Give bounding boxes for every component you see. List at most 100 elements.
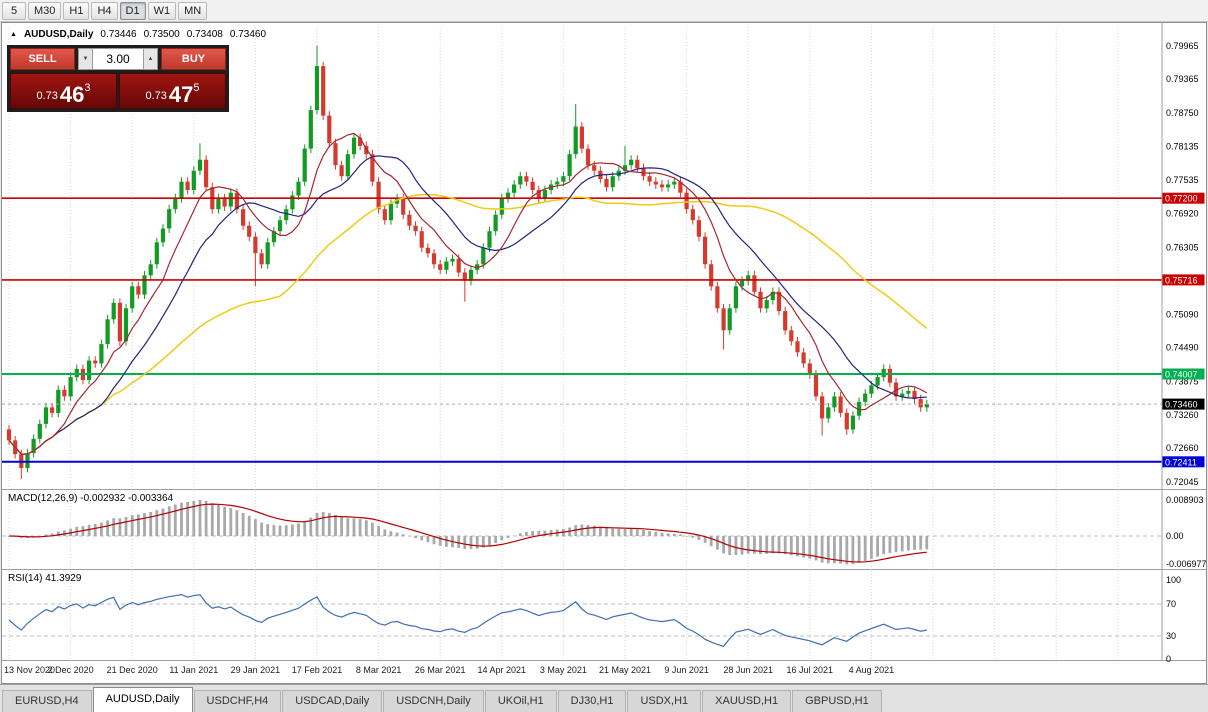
ma-line-45 (8, 193, 928, 455)
volume-input[interactable] (93, 48, 143, 70)
price-badge-0.72411: 0.72411 (1162, 456, 1205, 468)
svg-text:26 Mar 2021: 26 Mar 2021 (415, 665, 466, 675)
svg-text:21 May 2021: 21 May 2021 (599, 665, 651, 675)
price-badge-0.73460: 0.73460 (1162, 398, 1205, 410)
price-badge-0.77200: 0.77200 (1162, 192, 1205, 204)
svg-text:0.73460: 0.73460 (1165, 400, 1198, 410)
trade-controls-row: SELL ▼ ▲ BUY (10, 48, 226, 70)
chart-tab-bar: EURUSD,H4 AUDUSD,Daily USDCHF,H4 USDCAD,Dai… (0, 684, 1208, 712)
price-chart[interactable]: 0.79965 0.79365 0.78750 0.78135 0.77535 0.769… (2, 23, 1206, 683)
chart-tab-usdcad-daily[interactable]: USDCAD,Daily (282, 690, 383, 712)
ma-line-8 (8, 132, 928, 455)
sell-price-sup: 3 (84, 82, 91, 94)
timeframe-button-h1[interactable]: H1 (63, 1, 90, 20)
ohlc-close: 0.73460 (229, 29, 267, 40)
buy-button[interactable]: BUY (161, 48, 226, 70)
svg-text:11 Jan 2021: 11 Jan 2021 (169, 665, 218, 675)
svg-text:0.00: 0.00 (1166, 531, 1184, 541)
chart-window[interactable]: 0.79965 0.79365 0.78750 0.78135 0.77535 0.769… (1, 22, 1207, 684)
svg-text:0.74490: 0.74490 (1166, 342, 1199, 352)
svg-text:0.73260: 0.73260 (1166, 410, 1199, 420)
volume-decrease-button[interactable]: ▼ (78, 48, 93, 70)
svg-text:13 Nov 2020: 13 Nov 2020 (4, 665, 55, 675)
candlestick-series (6, 45, 929, 479)
svg-text:14 Apr 2021: 14 Apr 2021 (478, 665, 527, 675)
svg-text:0.77200: 0.77200 (1165, 194, 1198, 204)
volume-stepper: ▼ ▲ (78, 48, 158, 70)
macd-histogram (7, 500, 929, 565)
svg-text:0.78750: 0.78750 (1166, 108, 1199, 118)
one-click-trading-panel: SELL ▼ ▲ BUY 0.73 46 3 0.73 47 5 (7, 45, 229, 112)
chart-tab-audusd-daily[interactable]: AUDUSD,Daily (92, 687, 193, 712)
timeframe-button-h4[interactable]: H4 (91, 1, 118, 20)
svg-text:0.76920: 0.76920 (1166, 209, 1199, 219)
timeframe-button-w1[interactable]: W1 (147, 1, 177, 20)
svg-text:0: 0 (1166, 654, 1171, 664)
svg-text:0.79965: 0.79965 (1166, 41, 1199, 51)
timeframe-toolbar: 5 M30 H1 H4 D1 W1 MN (0, 0, 1208, 22)
svg-text:-0.006977: -0.006977 (1166, 559, 1206, 569)
buy-price-big: 47 (168, 82, 194, 107)
chart-tab-ukoil-h1[interactable]: UKOil,H1 (484, 690, 557, 712)
chart-tab-xauusd-h1[interactable]: XAUUSD,H1 (702, 690, 792, 712)
chart-tab-usdcnh-daily[interactable]: USDCNH,Daily (383, 690, 484, 712)
price-badge-0.75716: 0.75716 (1162, 274, 1205, 286)
svg-text:29 Jan 2021: 29 Jan 2021 (231, 665, 281, 675)
macd-indicator-label: MACD(12,26,9) -0.002932 -0.003364 (8, 493, 174, 504)
timeframe-button-5[interactable]: 5 (2, 1, 26, 20)
svg-text:17 Feb 2021: 17 Feb 2021 (292, 665, 343, 675)
svg-text:0.75716: 0.75716 (1165, 275, 1198, 285)
svg-text:70: 70 (1166, 599, 1176, 609)
chart-tab-eurusd-h4[interactable]: EURUSD,H4 (2, 690, 92, 712)
svg-text:3 May 2021: 3 May 2021 (540, 665, 587, 675)
svg-text:0.73875: 0.73875 (1166, 376, 1199, 386)
svg-text:0.77535: 0.77535 (1166, 175, 1199, 185)
svg-text:28 Jun 2021: 28 Jun 2021 (723, 665, 773, 675)
ohlc-high: 0.73500 (143, 29, 180, 40)
timeframe-button-d1[interactable]: D1 (119, 1, 146, 20)
svg-text:8 Mar 2021: 8 Mar 2021 (356, 665, 402, 675)
sell-price-big: 46 (59, 82, 85, 107)
chevron-up-icon: ▲ (147, 56, 154, 62)
svg-text:0.76305: 0.76305 (1166, 243, 1199, 253)
chart-symbol-label: AUDUSD,Daily (23, 29, 94, 40)
svg-text:0.75090: 0.75090 (1166, 309, 1199, 319)
volume-increase-button[interactable]: ▲ (143, 48, 158, 70)
svg-text:9 Jun 2021: 9 Jun 2021 (664, 665, 709, 675)
sell-price-display[interactable]: 0.73 46 3 (10, 73, 117, 109)
svg-text:30: 30 (1166, 631, 1176, 641)
svg-text:0.74007: 0.74007 (1165, 370, 1198, 380)
ohlc-open: 0.73446 (100, 29, 137, 40)
svg-text:0.72411: 0.72411 (1165, 457, 1197, 467)
trade-price-row: 0.73 46 3 0.73 47 5 (10, 73, 226, 109)
sell-price-prefix: 0.73 (36, 90, 58, 102)
horizontal-levels[interactable] (2, 197, 1162, 463)
chart-title: ▲ AUDUSD,Daily 0.73446 0.73500 0.73408 0… (10, 29, 266, 40)
sell-button[interactable]: SELL (10, 48, 75, 70)
chart-tab-usdchf-h4[interactable]: USDCHF,H4 (193, 690, 282, 712)
symbol-marker-icon: ▲ (10, 30, 17, 38)
chevron-down-icon: ▼ (82, 56, 89, 62)
svg-text:0.72045: 0.72045 (1166, 477, 1199, 487)
timeframe-button-mn[interactable]: MN (178, 1, 208, 20)
chart-tab-dj30-h1[interactable]: DJ30,H1 (557, 690, 627, 712)
buy-price-display[interactable]: 0.73 47 5 (119, 73, 226, 109)
timeframe-button-m30[interactable]: M30 (28, 1, 62, 20)
svg-text:0.79365: 0.79365 (1166, 74, 1199, 84)
svg-text:2 Dec 2020: 2 Dec 2020 (48, 665, 94, 675)
buy-price-prefix: 0.73 (145, 90, 167, 102)
macd-signal-line (8, 503, 927, 563)
svg-text:100: 100 (1166, 575, 1181, 585)
svg-text:21 Dec 2020: 21 Dec 2020 (107, 665, 158, 675)
grid-lines (8, 27, 1119, 660)
ohlc-low: 0.73408 (186, 29, 223, 40)
price-axis: 0.79965 0.79365 0.78750 0.78135 0.77535 0.769… (1166, 41, 1206, 664)
svg-text:4 Aug 2021: 4 Aug 2021 (849, 665, 895, 675)
chart-tab-usdx-h1[interactable]: USDX,H1 (627, 690, 702, 712)
svg-text:0.72660: 0.72660 (1166, 443, 1199, 453)
svg-text:16 Jul 2021: 16 Jul 2021 (787, 665, 834, 675)
chart-tab-gbpusd-h1[interactable]: GBPUSD,H1 (792, 690, 882, 712)
rsi-line (8, 593, 927, 647)
ma-line-16 (8, 155, 927, 455)
